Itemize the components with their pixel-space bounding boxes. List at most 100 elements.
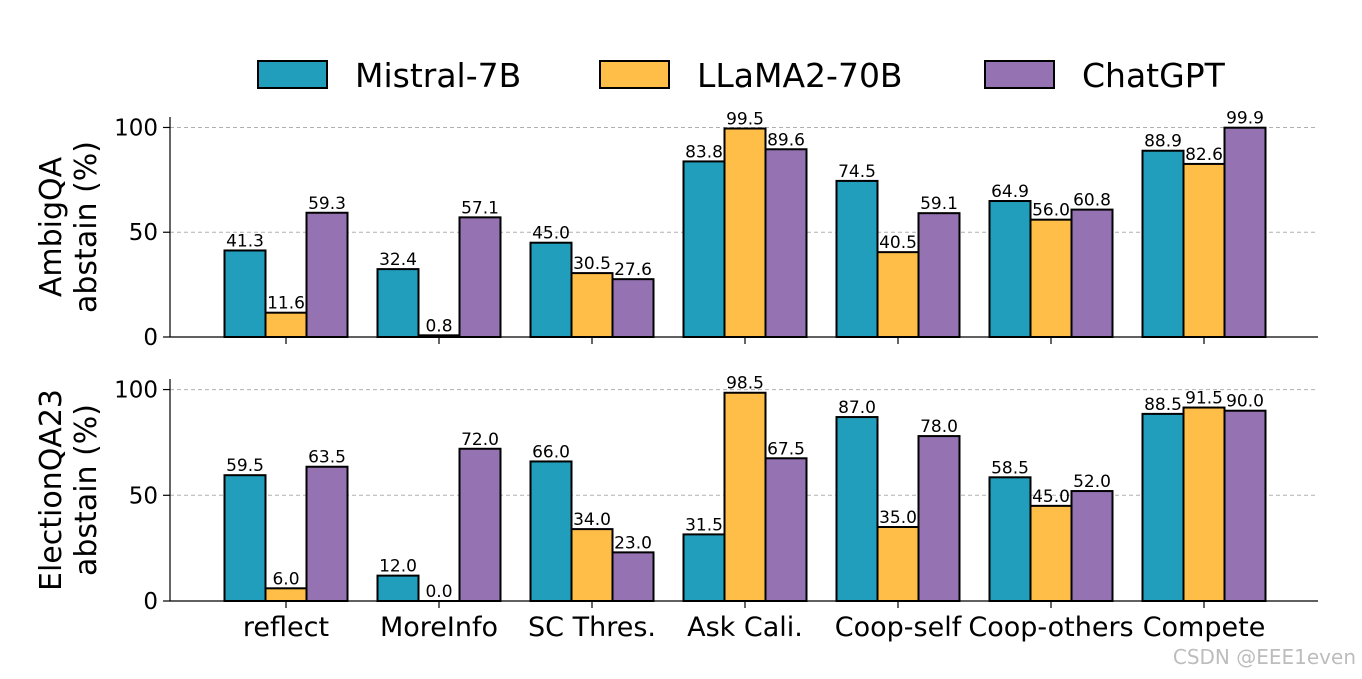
x-tick-label-ask-cali: Ask Cali.: [687, 612, 803, 643]
y-tick-label: 0: [143, 589, 158, 615]
chart-panels: 0 50 100 41.3 32.4 45.0 83.8 74.5 64.9 88.9 11.6 0.…: [34, 109, 1318, 643]
bar-llama2-70b-reflect: [264, 587, 308, 602]
value-label: 45.0: [1032, 487, 1070, 507]
x-tick-label-reflect: reflect: [243, 612, 329, 643]
y-tick-label: 50: [129, 483, 158, 509]
value-label: 56.0: [1032, 201, 1070, 221]
bar-chatgpt-coop-self: [917, 212, 961, 339]
bar-mistral-7b-sc-thres: [529, 241, 573, 338]
bar-llama2-70b-ask-cali: [723, 391, 767, 602]
x-tick-label-sc-thres: SC Thres.: [528, 612, 656, 643]
bar-llama2-70b-coop-others: [1029, 504, 1073, 603]
x-category-labels: reflect MoreInfo SC Thres. Ask Cali. Coop-se…: [243, 612, 1265, 643]
bar-mistral-7b-coop-others: [988, 200, 1032, 338]
bar-llama2-70b-reflect: [264, 311, 308, 339]
value-label: 99.5: [726, 110, 764, 130]
legend-swatch-chatgpt: [984, 60, 1055, 89]
bar-mistral-7b-ask-cali: [682, 160, 726, 338]
value-label: 90.0: [1226, 392, 1264, 412]
bar-chatgpt-reflect: [305, 211, 349, 338]
bar-chatgpt-moreinfo: [458, 447, 502, 602]
value-label: 35.0: [879, 508, 917, 528]
value-label: 83.8: [685, 142, 723, 162]
bar-chatgpt-coop-others: [1070, 490, 1114, 602]
value-label: 52.0: [1073, 472, 1111, 492]
value-label: 74.5: [838, 162, 876, 182]
y-tick-label: 100: [114, 378, 158, 404]
watermark: CSDN @EEE1even: [1173, 645, 1356, 669]
value-label: 59.5: [226, 456, 264, 476]
bar-chatgpt-ask-cali: [764, 148, 808, 338]
value-label: 78.0: [920, 417, 958, 437]
bar-mistral-7b-moreinfo: [376, 268, 420, 338]
value-label: 59.3: [308, 194, 346, 214]
value-label: 32.4: [379, 250, 417, 270]
bar-mistral-7b-compete: [1141, 412, 1185, 602]
legend: Mistral-7B LLaMA2-70B ChatGPT: [257, 56, 1226, 95]
y-axis-label-line1: ElectionQA23: [34, 389, 69, 591]
bar-mistral-7b-coop-self: [835, 416, 879, 602]
value-label: 82.6: [1185, 145, 1223, 165]
x-tick-label-compete: Compete: [1143, 612, 1266, 643]
value-label: 72.0: [461, 430, 499, 450]
value-label: 64.9: [991, 182, 1029, 202]
value-label: 45.0: [532, 224, 570, 244]
legend-label-mistral-7b: Mistral-7B: [355, 56, 521, 95]
y-tick-label: 0: [143, 325, 158, 351]
bar-chatgpt-reflect: [305, 465, 349, 602]
value-label: 98.5: [726, 374, 764, 394]
value-label: 66.0: [532, 442, 570, 462]
bar-mistral-7b-moreinfo: [376, 574, 420, 603]
value-label: 31.5: [685, 515, 723, 535]
y-axis-label-line2: abstain (%): [69, 141, 104, 313]
y-axis-label-line1: AmbigQA: [34, 156, 69, 297]
value-label: 88.9: [1144, 132, 1182, 152]
value-label: 6.0: [272, 569, 299, 589]
value-label: 58.5: [991, 458, 1029, 478]
bar-chatgpt-coop-others: [1070, 208, 1114, 338]
value-label: 59.1: [920, 194, 958, 214]
bar-chatgpt-ask-cali: [764, 457, 808, 602]
legend-swatch-llama2-70b: [599, 60, 670, 89]
bar-llama2-70b-sc-thres: [570, 528, 614, 602]
value-label: 23.0: [614, 533, 652, 553]
value-label: 91.5: [1185, 389, 1223, 409]
value-label: 30.5: [573, 254, 611, 274]
value-label: 88.5: [1144, 395, 1182, 415]
bar-mistral-7b-ask-cali: [682, 533, 726, 603]
value-label: 87.0: [838, 398, 876, 418]
bar-chatgpt-compete: [1223, 409, 1267, 603]
value-label: 11.6: [267, 294, 305, 314]
bar-llama2-70b-coop-others: [1029, 218, 1073, 339]
x-tick-label-coop-self: Coop-self: [835, 612, 963, 643]
bar-llama2-70b-sc-thres: [570, 272, 614, 339]
value-label: 41.3: [226, 231, 264, 251]
value-label: 0.8: [425, 316, 452, 336]
value-label: 57.1: [461, 198, 499, 218]
y-axis-label-line2: abstain (%): [69, 404, 104, 576]
bar-llama2-70b-compete: [1182, 406, 1226, 602]
bar-chatgpt-coop-self: [917, 435, 961, 603]
value-label: 27.6: [614, 260, 652, 280]
bar-mistral-7b-compete: [1141, 149, 1185, 338]
value-label: 63.5: [308, 448, 346, 468]
bar-mistral-7b-reflect: [223, 249, 267, 338]
value-label: 60.8: [1073, 191, 1111, 211]
bar-llama2-70b-coop-self: [876, 526, 920, 602]
value-label: 0.0: [425, 582, 452, 602]
y-tick-label: 100: [114, 115, 158, 141]
panel-2: 0 50 100 59.5 12.0 66.0 31.5 87.0 58.5 88.5 6.0 0.0…: [34, 374, 1318, 615]
bar-chatgpt-moreinfo: [458, 216, 502, 338]
bar-chatgpt-sc-thres: [611, 551, 655, 602]
bar-mistral-7b-reflect: [223, 474, 267, 603]
legend-label-chatgpt: ChatGPT: [1082, 56, 1226, 95]
panel-1: 0 50 100 41.3 32.4 45.0 83.8 74.5 64.9 88.9 11.6 0.…: [34, 109, 1318, 351]
value-label: 67.5: [767, 439, 805, 459]
x-tick-label-coop-others: Coop-others: [968, 612, 1133, 643]
value-label: 12.0: [379, 557, 417, 577]
value-label: 99.9: [1226, 109, 1264, 129]
bar-mistral-7b-sc-thres: [529, 460, 573, 603]
value-label: 40.5: [879, 233, 917, 253]
bar-llama2-70b-coop-self: [876, 251, 920, 338]
